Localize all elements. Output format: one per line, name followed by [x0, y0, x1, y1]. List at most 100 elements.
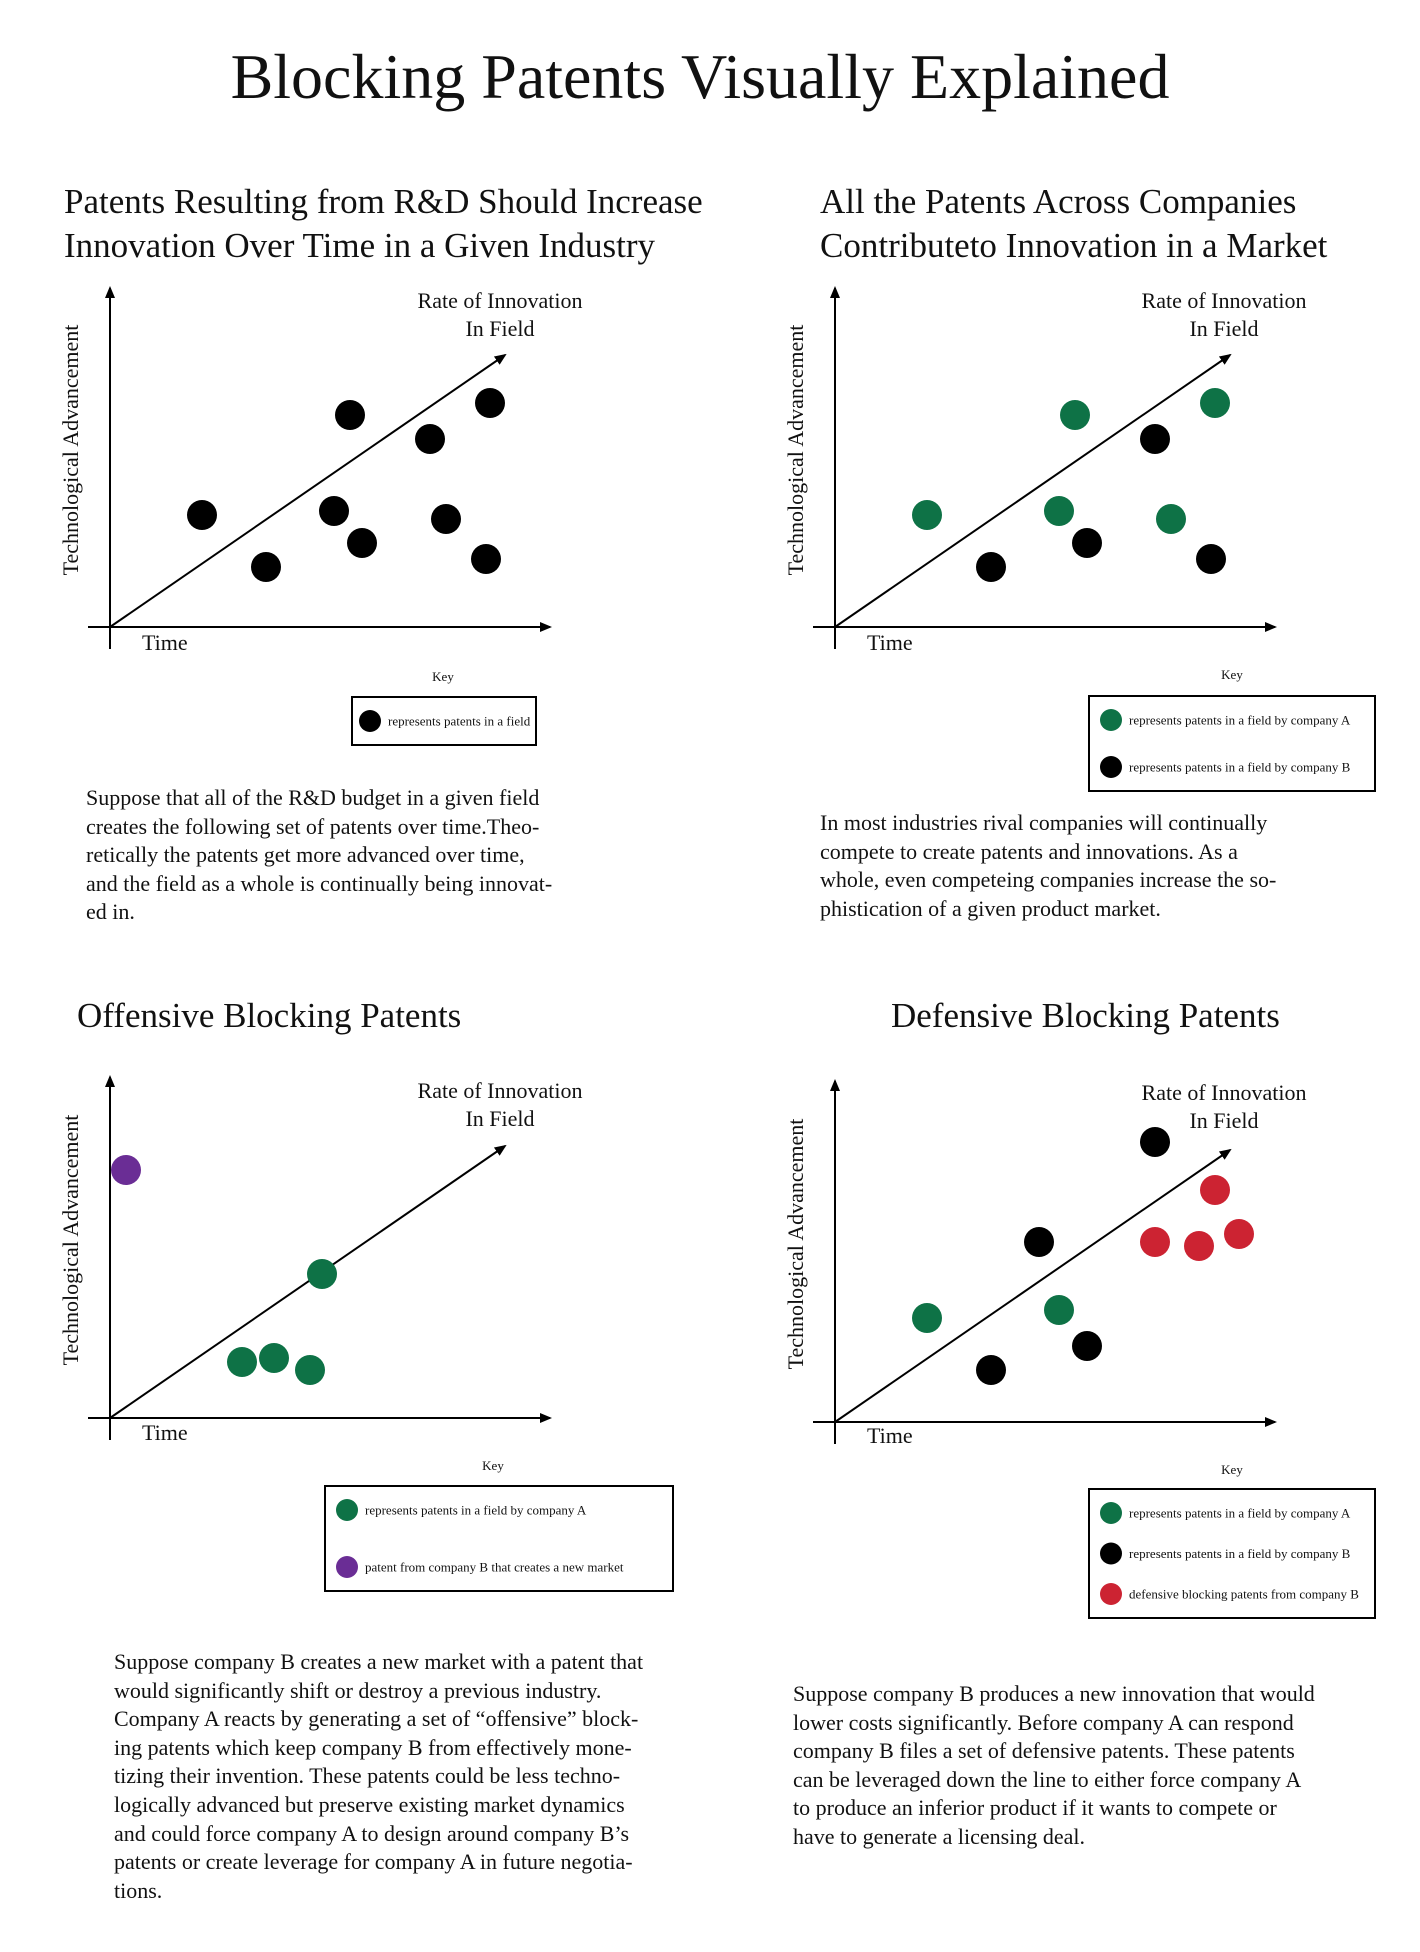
x-axis-label: Time	[142, 630, 188, 655]
patent-point	[1224, 1219, 1254, 1249]
patent-point	[111, 1155, 141, 1185]
key-label: patent from company B that creates a new…	[365, 1560, 624, 1575]
arrow-label-line: In Field	[1189, 1108, 1258, 1133]
panel-4-paragraph: Suppose company B produces a new innovat…	[793, 1680, 1315, 1852]
patent-point	[347, 528, 377, 558]
key-box	[351, 696, 537, 746]
key-label: represents patents in a field by company…	[1129, 1506, 1351, 1521]
paragraph-line: company B files a set of defensive paten…	[793, 1738, 1295, 1764]
patent-point	[912, 1303, 942, 1333]
panel-2-title: All the Patents Across Companies Contrib…	[820, 180, 1327, 268]
patent-point	[912, 500, 942, 530]
paragraph-line: and could force company A to design arou…	[114, 1820, 630, 1846]
patent-point	[1200, 388, 1230, 418]
paragraph-line: logically advanced but preserve existing…	[114, 1791, 625, 1817]
patent-point	[335, 400, 365, 430]
paragraph-line: Suppose that all of the R&D budget in a …	[86, 785, 540, 810]
key-label: represents patents in a field by company…	[1129, 760, 1351, 775]
patent-point	[1044, 496, 1074, 526]
key-title: Key	[432, 669, 454, 684]
y-axis-label: Technological Advancement	[783, 1119, 808, 1370]
innovation-rate-arrow	[834, 353, 1232, 628]
panel-4-title-line: Defensive Blocking Patents	[891, 996, 1280, 1035]
arrow-label-line: Rate of Innovation	[1142, 288, 1307, 313]
paragraph-line: patents or create leverage for company A…	[114, 1849, 633, 1875]
patent-point	[431, 504, 461, 534]
key-label: represents patents in a field by company…	[1129, 1546, 1351, 1561]
paragraph-line: creates the following set of patents ove…	[86, 813, 540, 839]
x-axis-label: Time	[867, 630, 913, 655]
patent-point	[1072, 528, 1102, 558]
key-swatch	[1100, 1542, 1122, 1565]
paragraph-line: would significantly shift or destroy a p…	[114, 1677, 602, 1703]
key-box	[1088, 1488, 1376, 1619]
paragraph-line: can be leveraged down the line to either…	[793, 1766, 1302, 1792]
patent-point	[251, 552, 281, 582]
patent-point	[471, 544, 501, 574]
arrow-label-line: In Field	[1189, 316, 1258, 341]
key-title: Key	[1221, 667, 1243, 682]
panel-1-paragraph: Suppose that all of the R&D budget in a …	[86, 784, 552, 927]
patent-point	[1140, 424, 1170, 454]
patent-point	[1156, 504, 1186, 534]
patent-point	[1140, 1227, 1170, 1257]
patent-point	[1044, 1295, 1074, 1325]
patent-point	[976, 552, 1006, 582]
patent-point	[475, 388, 505, 418]
arrow-label-line: In Field	[465, 1106, 534, 1131]
paragraph-line: whole, even competeing companies increas…	[820, 867, 1277, 893]
x-axis-label: Time	[142, 1420, 188, 1445]
key-title: Key	[1221, 1462, 1243, 1477]
paragraph-line: to produce an inferior product if it wan…	[793, 1795, 1277, 1821]
key-swatch	[1100, 709, 1122, 731]
key-swatch	[1100, 1502, 1122, 1524]
arrow-label: Rate of Innovation In Field	[418, 1078, 583, 1131]
innovation-rate-arrow	[109, 353, 507, 628]
paragraph-line: In most industries rival companies will …	[820, 810, 1268, 835]
panel-2-title-line: Contributeto Innovation in a Market	[820, 226, 1328, 265]
paragraph-line: ing patents which keep company B from ef…	[114, 1734, 632, 1760]
panel-3-paragraph: Suppose company B creates a new market w…	[114, 1648, 643, 1905]
panel-1-title: Patents Resulting from R&D Should Increa…	[64, 180, 703, 268]
paragraph-line: Suppose company B creates a new market w…	[114, 1649, 644, 1674]
patent-point	[319, 496, 349, 526]
patent-point	[295, 1355, 325, 1385]
panel-1-title-line: Innovation Over Time in a Given Industry	[64, 226, 656, 265]
panel-4-title: Defensive Blocking Patents	[891, 994, 1280, 1038]
patent-point	[1140, 1127, 1170, 1157]
panel-2-title-line: All the Patents Across Companies	[820, 182, 1297, 221]
arrow-label-line: In Field	[465, 316, 534, 341]
patent-point	[415, 424, 445, 454]
key-swatch	[1100, 1583, 1122, 1605]
arrow-label-line: Rate of Innovation	[418, 1078, 583, 1103]
arrow-label-line: Rate of Innovation	[418, 288, 583, 313]
patent-point	[976, 1355, 1006, 1385]
paragraph-line: tizing their invention. These patents co…	[114, 1763, 621, 1789]
patent-point	[1200, 1175, 1230, 1205]
paragraph-line: Suppose company B produces a new innovat…	[793, 1681, 1315, 1706]
page-title: Blocking Patents Visually Explained	[230, 41, 1170, 112]
arrow-label: Rate of Innovation In Field	[1142, 288, 1307, 341]
patent-point	[1196, 544, 1226, 574]
key-swatch	[336, 1556, 358, 1578]
patent-point	[1024, 1227, 1054, 1257]
arrow-label-line: Rate of Innovation	[1142, 1080, 1307, 1105]
paragraph-line: phistication of a given product market.	[820, 895, 1161, 921]
paragraph-line: Company A reacts by generating a set of …	[114, 1706, 639, 1732]
panel-3-title-line: Offensive Blocking Patents	[77, 996, 462, 1035]
patent-point	[227, 1347, 257, 1377]
key-swatch	[359, 710, 381, 732]
paragraph-line: have to generate a licensing deal.	[793, 1823, 1085, 1849]
paragraph-line: compete to create patents and innovation…	[820, 838, 1238, 864]
innovation-rate-arrow	[109, 1144, 507, 1419]
key-swatch	[1100, 756, 1122, 778]
paragraph-line: lower costs significantly. Before compan…	[793, 1709, 1294, 1735]
key-title: Key	[482, 1458, 504, 1473]
key-box	[324, 1485, 674, 1592]
y-axis-label: Technological Advancement	[58, 1115, 83, 1366]
patent-point	[1060, 400, 1090, 430]
paragraph-line: tions.	[114, 1877, 163, 1903]
